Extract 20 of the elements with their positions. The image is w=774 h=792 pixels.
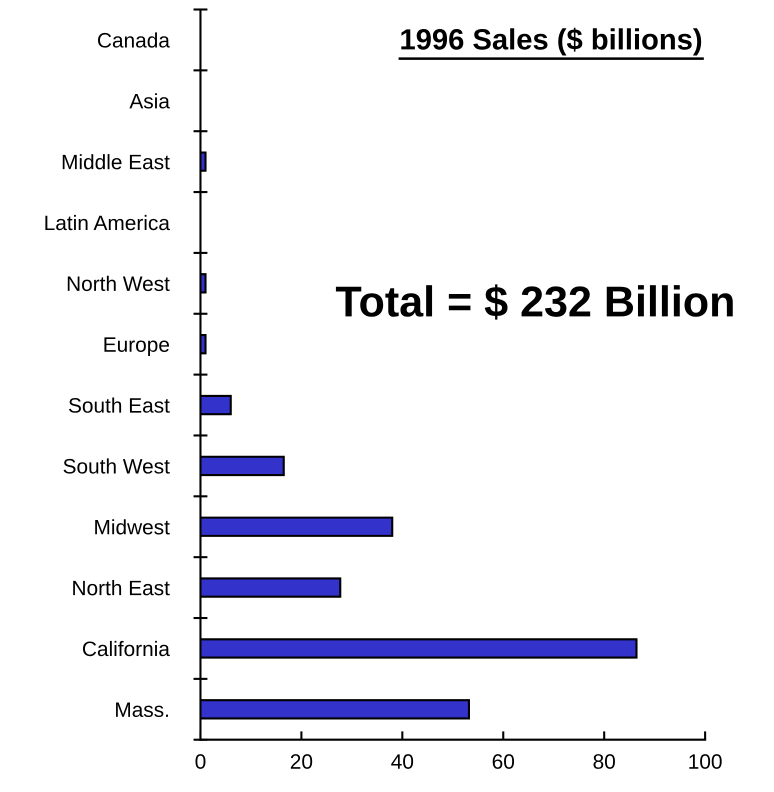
x-tick-label: 20 [290,754,312,769]
y-tick-label: Latin America [45,214,170,230]
x-tick-label: 100 [689,754,722,769]
y-tick-label: North West [68,276,170,292]
y-tick-label: Asia [129,93,170,109]
y-tick-label: Midwest [95,519,170,534]
x-tick-label: 40 [391,754,414,769]
y-tick-label: North East [73,580,170,596]
x-tick-label: 80 [594,754,615,769]
y-tick-label: California [82,640,170,656]
y-tick-label: Canada [98,32,170,48]
y-tick-label: Mass. [116,702,168,718]
y-tick-label: South East [68,397,170,413]
x-tick-label: 0 [195,754,206,769]
y-tick-label: South West [64,458,170,474]
annotation: Total = $ 232 Billion [336,284,733,320]
x-tick-label: 60 [492,754,514,769]
y-tick-label: Middle East [62,154,170,170]
text: 1996 Sales ($ billions) [401,28,702,56]
y-tick-label: Europe [104,337,169,356]
